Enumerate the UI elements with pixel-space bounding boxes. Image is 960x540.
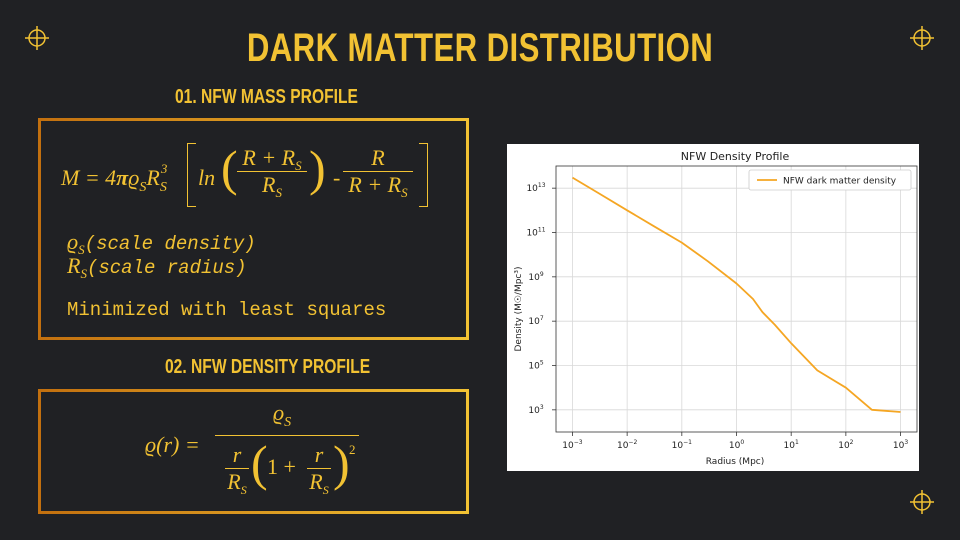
- y-tick-label: 107: [528, 315, 543, 327]
- x-tick-label: 103: [893, 439, 908, 451]
- series-line: [572, 176, 901, 413]
- density-numerator: ϱS: [273, 400, 292, 430]
- density-denominator: r RS ( 1 + r RS ) 2: [221, 435, 361, 500]
- y-tick-label: 1013: [526, 182, 545, 194]
- density-profile-box: ϱ(r) = ϱS r RS ( 1 + r RS ) 2: [38, 389, 469, 514]
- chart-svg: NFW Density Profile Radius (Mpc) Density…: [514, 150, 918, 467]
- crosshair-icon: [910, 490, 934, 514]
- chart-legend: NFW dark matter density: [748, 169, 912, 191]
- y-axis-label: Density (M☉/Mpc³): [514, 267, 524, 352]
- x-tick-label: 10−2: [617, 439, 637, 451]
- right-bracket: [419, 143, 428, 207]
- y-tick-label: 105: [528, 360, 543, 372]
- section-heading-density-profile: 02. NFW DENSITY PROFILE: [165, 356, 371, 378]
- x-tick-label: 101: [784, 439, 799, 451]
- mass-profile-box: M = 4πϱSRS3 ln ( R + RS RS ) - R R + RS …: [38, 118, 469, 340]
- slide-title: DARK MATTER DISTRIBUTION: [246, 26, 714, 70]
- nfw-density-chart: NFW Density Profile Radius (Mpc) Density…: [507, 144, 919, 471]
- chart-title: NFW Density Profile: [681, 150, 790, 163]
- y-tick-label: 103: [528, 404, 543, 416]
- plot-frame: [555, 165, 918, 433]
- scale-density-label: (scale density): [84, 233, 256, 255]
- crosshair-icon: [25, 26, 49, 50]
- x-tick-label: 100: [729, 439, 744, 451]
- method-note: Minimized with least squares: [67, 299, 387, 321]
- density-formula: ϱ(r) = ϱS r RS ( 1 + r RS ) 2: [41, 392, 466, 511]
- x-tick-label: 10−3: [562, 439, 582, 451]
- fraction-bar: [215, 435, 359, 436]
- parameter-notes: ϱS(scale density) RS(scale radius) Minim…: [67, 229, 387, 321]
- section-heading-mass-profile: 01. NFW MASS PROFILE: [175, 86, 358, 108]
- left-paren: (: [221, 140, 238, 196]
- legend-box: [748, 169, 912, 191]
- scale-radius-label: (scale radius): [86, 257, 247, 279]
- x-tick-label: 10−1: [672, 439, 692, 451]
- legend-entry: NFW dark matter density: [783, 177, 897, 187]
- y-tick-label: 109: [528, 271, 543, 283]
- y-tick-label: 1011: [526, 227, 545, 239]
- mass-formula: M = 4πϱSRS3 ln ( R + RS RS ) - R R + RS: [61, 140, 461, 215]
- fraction-1: R + RS RS: [237, 145, 307, 200]
- x-axis-label: Radius (Mpc): [706, 457, 765, 467]
- fraction-2: R R + RS: [343, 145, 413, 200]
- left-bracket: [187, 143, 196, 207]
- x-tick-label: 102: [838, 439, 853, 451]
- right-paren: ): [309, 140, 326, 196]
- crosshair-icon: [910, 26, 934, 50]
